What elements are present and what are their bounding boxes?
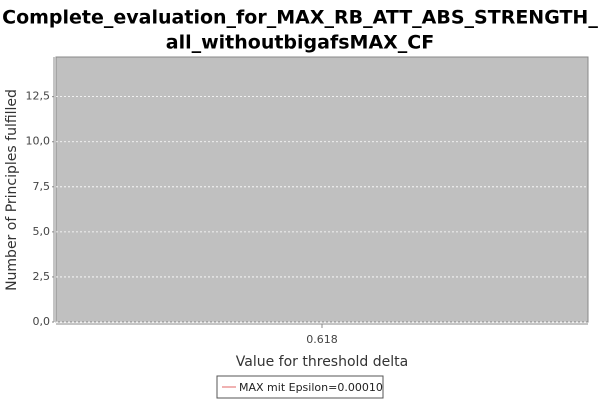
y-axis-label: Number of Principles fulfilled <box>4 89 20 291</box>
y-tick-label: 2,5 <box>33 270 51 283</box>
y-tick-label: 10,0 <box>26 135 51 148</box>
y-tick-label: 7,5 <box>33 180 51 193</box>
y-tick-label: 12,5 <box>26 90 51 103</box>
legend-label: MAX mit Epsilon=0.00010 <box>239 381 383 394</box>
x-tick-label: 0.618 <box>306 333 338 346</box>
x-axis-label: Value for threshold delta <box>236 354 408 370</box>
plot-area <box>55 56 589 323</box>
y-tick-label: 0,0 <box>33 315 51 328</box>
legend <box>216 375 384 399</box>
chart-title: all_withoutbigafsMAX_CF <box>166 32 434 54</box>
chart-title: Complete_evaluation_for_MAX_RB_ATT_ABS_S… <box>2 7 598 29</box>
y-tick-label: 5,0 <box>33 225 51 238</box>
